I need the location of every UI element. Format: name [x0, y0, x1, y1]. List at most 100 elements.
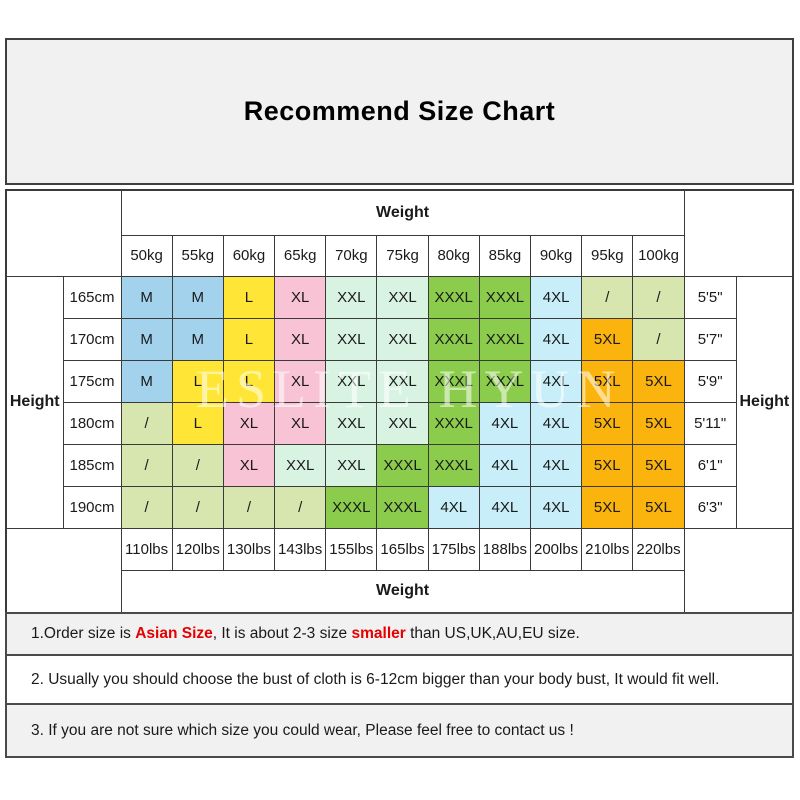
weight-header-top: Weight [120, 189, 685, 236]
size-cell: XXL [274, 443, 327, 487]
size-cell: XL [222, 443, 276, 487]
size-cell: 4XL [529, 485, 583, 529]
notes-section: 1.Order size is Asian Size, It is about … [5, 612, 794, 758]
size-cell: 4XL [478, 443, 532, 487]
lbs-label: 175lbs [427, 527, 480, 571]
cm-label: 165cm [62, 275, 122, 319]
size-cell: 5XL [581, 317, 634, 361]
size-cell: XXXL [427, 275, 480, 319]
note-text: 1.Order size is Asian Size, It is about … [31, 625, 580, 642]
size-cell: / [222, 485, 276, 529]
size-cell: / [632, 317, 685, 361]
weight-header-bottom: Weight [120, 569, 685, 614]
lbs-label: 188lbs [478, 527, 532, 571]
size-cell: 4XL [529, 317, 583, 361]
ft-label: 5'7" [683, 317, 737, 361]
corner-cell-top-right [683, 189, 794, 277]
lbs-label: 210lbs [581, 527, 634, 571]
kg-label: 55kg [171, 234, 224, 277]
size-chart-table: Weight 50kg 55kg 60kg 65kg 70kg 75kg 80kg 85kg 90… [5, 189, 795, 614]
size-cell: XXXL [478, 317, 532, 361]
height-header-left: Height [5, 275, 64, 529]
kg-label: 90kg [529, 234, 583, 277]
note-text: 2. Usually you should choose the bust of… [31, 670, 720, 688]
kg-label: 80kg [427, 234, 480, 277]
size-cell: 5XL [632, 359, 685, 403]
size-cell: XL [274, 401, 327, 445]
size-cell: 4XL [478, 485, 532, 529]
cm-label: 170cm [62, 317, 122, 361]
cm-label: 180cm [62, 401, 122, 445]
lbs-label: 165lbs [376, 527, 429, 571]
cm-label: 185cm [62, 443, 122, 487]
size-cell: L [171, 359, 224, 403]
lbs-label: 220lbs [632, 527, 685, 571]
size-cell: L [222, 317, 276, 361]
size-cell: XXL [325, 359, 378, 403]
size-cell: XXXL [427, 317, 480, 361]
size-cell: XL [222, 401, 276, 445]
size-cell: M [120, 359, 173, 403]
height-header-right: Height [735, 275, 794, 529]
size-cell: XXL [325, 317, 378, 361]
size-cell: XXXL [427, 443, 480, 487]
corner-cell-bottom-right [683, 527, 794, 614]
note-3: 3. If you are not sure which size you co… [5, 703, 794, 758]
size-cell: / [274, 485, 327, 529]
size-cell: XXL [325, 443, 378, 487]
size-cell: 4XL [478, 401, 532, 445]
page-title: Recommend Size Chart [243, 96, 556, 126]
size-cell: 5XL [632, 443, 685, 487]
size-cell: / [581, 275, 634, 319]
size-cell: 5XL [581, 359, 634, 403]
size-cell: XXL [376, 359, 429, 403]
size-cell: 5XL [581, 485, 634, 529]
size-cell: L [171, 401, 224, 445]
cm-label: 175cm [62, 359, 122, 403]
lbs-label: 120lbs [171, 527, 224, 571]
ft-label: 5'11" [683, 401, 737, 445]
ft-label: 6'1" [683, 443, 737, 487]
size-cell: 5XL [632, 485, 685, 529]
size-cell: XXL [376, 317, 429, 361]
size-cell: XXXL [478, 359, 532, 403]
size-cell: XXXL [427, 401, 480, 445]
kg-label: 75kg [376, 234, 429, 277]
kg-label: 70kg [325, 234, 378, 277]
size-cell: M [120, 275, 173, 319]
size-cell: 5XL [632, 401, 685, 445]
size-cell: 5XL [581, 443, 634, 487]
ft-label: 5'9" [683, 359, 737, 403]
corner-cell-top-left [5, 189, 122, 277]
title-box: Recommend Size Chart [5, 38, 794, 185]
size-cell: 5XL [581, 401, 634, 445]
kg-label: 60kg [222, 234, 276, 277]
cm-label: 190cm [62, 485, 122, 529]
note-1: 1.Order size is Asian Size, It is about … [5, 612, 794, 656]
size-cell: M [171, 275, 224, 319]
kg-label: 85kg [478, 234, 532, 277]
size-cell: / [120, 485, 173, 529]
kg-label: 100kg [632, 234, 685, 277]
ft-label: 6'3" [683, 485, 737, 529]
size-cell: XXL [376, 401, 429, 445]
kg-label: 50kg [120, 234, 173, 277]
size-cell: 4XL [427, 485, 480, 529]
size-cell: 4XL [529, 359, 583, 403]
size-cell: / [632, 275, 685, 319]
size-cell: XXL [376, 275, 429, 319]
note-text: 3. If you are not sure which size you co… [31, 721, 574, 739]
lbs-label: 110lbs [120, 527, 173, 571]
size-cell: / [120, 443, 173, 487]
size-cell: / [171, 485, 224, 529]
size-cell: XL [274, 359, 327, 403]
size-cell: XXXL [376, 443, 429, 487]
size-cell: M [120, 317, 173, 361]
corner-cell-bottom-left [5, 527, 122, 614]
ft-label: 5'5" [683, 275, 737, 319]
size-cell: XL [274, 317, 327, 361]
size-cell: M [171, 317, 224, 361]
size-cell: 4XL [529, 275, 583, 319]
size-cell: XXXL [478, 275, 532, 319]
size-cell: XXXL [427, 359, 480, 403]
